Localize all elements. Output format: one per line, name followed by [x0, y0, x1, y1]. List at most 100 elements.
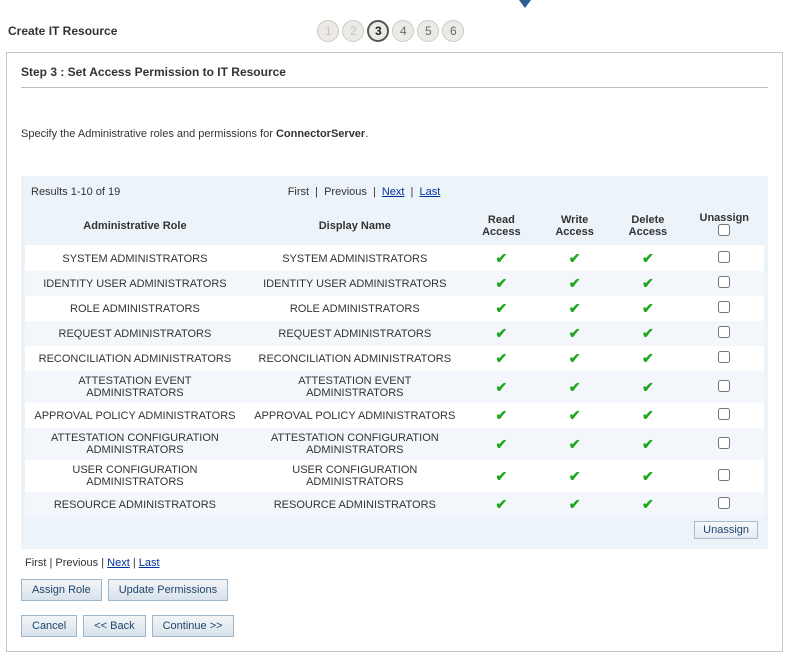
table-row: RECONCILIATION ADMINISTRATORSRECONCILIAT… [25, 346, 764, 371]
check-icon: ✔ [495, 250, 507, 266]
unassign-checkbox[interactable] [718, 437, 730, 449]
cancel-button[interactable]: Cancel [21, 615, 77, 637]
page-title: Create IT Resource [8, 24, 117, 38]
check-icon: ✔ [642, 496, 654, 512]
check-icon: ✔ [642, 275, 654, 291]
cell-write: ✔ [538, 321, 611, 346]
results-count: Results 1-10 of 19 [31, 186, 120, 198]
cell-read: ✔ [465, 460, 538, 492]
check-icon: ✔ [495, 468, 507, 484]
cell-delete: ✔ [611, 346, 684, 371]
step-6[interactable]: 6 [442, 20, 464, 42]
cell-role: IDENTITY USER ADMINISTRATORS [25, 271, 245, 296]
continue-button[interactable]: Continue >> [152, 615, 234, 637]
pager-next[interactable]: Next [382, 186, 405, 198]
unassign-checkbox[interactable] [718, 251, 730, 263]
cell-display: ATTESTATION CONFIGURATION ADMINISTRATORS [245, 428, 465, 460]
cell-read: ✔ [465, 346, 538, 371]
header: Create IT Resource 123456 [0, 10, 789, 46]
cell-unassign [685, 492, 764, 517]
footer-unassign-cell: Unassign [685, 517, 764, 543]
back-button[interactable]: << Back [83, 615, 145, 637]
cell-delete: ✔ [611, 271, 684, 296]
check-icon: ✔ [642, 250, 654, 266]
check-icon: ✔ [642, 325, 654, 341]
unassign-button[interactable]: Unassign [694, 521, 758, 539]
cell-write: ✔ [538, 246, 611, 272]
cell-read: ✔ [465, 296, 538, 321]
cell-unassign [685, 346, 764, 371]
check-icon: ✔ [569, 325, 581, 341]
cell-unassign [685, 296, 764, 321]
cell-write: ✔ [538, 271, 611, 296]
cell-display: RESOURCE ADMINISTRATORS [245, 492, 465, 517]
cell-unassign [685, 428, 764, 460]
instruction-text: Specify the Administrative roles and per… [21, 128, 768, 140]
cell-role: ROLE ADMINISTRATORS [25, 296, 245, 321]
pager-bottom-next[interactable]: Next [107, 557, 130, 569]
unassign-checkbox[interactable] [718, 351, 730, 363]
unassign-checkbox[interactable] [718, 469, 730, 481]
cell-delete: ✔ [611, 428, 684, 460]
step-2[interactable]: 2 [342, 20, 364, 42]
step-1[interactable]: 1 [317, 20, 339, 42]
table-row: ATTESTATION EVENT ADMINISTRATORSATTESTAT… [25, 371, 764, 403]
unassign-checkbox[interactable] [718, 408, 730, 420]
table-row: APPROVAL POLICY ADMINISTRATORSAPPROVAL P… [25, 403, 764, 428]
cell-delete: ✔ [611, 403, 684, 428]
unassign-all-checkbox[interactable] [718, 224, 730, 236]
check-icon: ✔ [569, 250, 581, 266]
check-icon: ✔ [642, 436, 654, 452]
cell-role: RESOURCE ADMINISTRATORS [25, 492, 245, 517]
cell-unassign [685, 246, 764, 272]
cell-read: ✔ [465, 492, 538, 517]
pager-top: First | Previous | Next | Last [288, 186, 441, 198]
stepper: 123456 [317, 20, 464, 42]
step-3[interactable]: 3 [367, 20, 389, 42]
check-icon: ✔ [495, 407, 507, 423]
cell-read: ✔ [465, 428, 538, 460]
unassign-checkbox[interactable] [718, 380, 730, 392]
unassign-checkbox[interactable] [718, 301, 730, 313]
pager-last[interactable]: Last [419, 186, 440, 198]
unassign-checkbox[interactable] [718, 276, 730, 288]
step-4[interactable]: 4 [392, 20, 414, 42]
check-icon: ✔ [569, 350, 581, 366]
instruction-suffix: . [365, 128, 368, 140]
check-icon: ✔ [495, 275, 507, 291]
col-write: Write Access [538, 206, 611, 246]
check-icon: ✔ [569, 379, 581, 395]
check-icon: ✔ [495, 496, 507, 512]
cell-read: ✔ [465, 403, 538, 428]
cell-read: ✔ [465, 371, 538, 403]
table-row: SYSTEM ADMINISTRATORSSYSTEM ADMINISTRATO… [25, 246, 764, 272]
check-icon: ✔ [495, 379, 507, 395]
table-row: ATTESTATION CONFIGURATION ADMINISTRATORS… [25, 428, 764, 460]
unassign-checkbox[interactable] [718, 497, 730, 509]
cell-unassign [685, 321, 764, 346]
pager-bottom-last[interactable]: Last [139, 557, 160, 569]
col-read: Read Access [465, 206, 538, 246]
cell-delete: ✔ [611, 246, 684, 272]
update-permissions-button[interactable]: Update Permissions [108, 579, 228, 601]
unassign-checkbox[interactable] [718, 326, 730, 338]
check-icon: ✔ [569, 275, 581, 291]
cell-display: APPROVAL POLICY ADMINISTRATORS [245, 403, 465, 428]
cell-write: ✔ [538, 428, 611, 460]
cell-write: ✔ [538, 460, 611, 492]
table-row: RESOURCE ADMINISTRATORSRESOURCE ADMINIST… [25, 492, 764, 517]
check-icon: ✔ [642, 350, 654, 366]
check-icon: ✔ [642, 300, 654, 316]
table-footer-row: Unassign [25, 517, 764, 543]
check-icon: ✔ [569, 407, 581, 423]
pager-bottom-previous: Previous [55, 557, 98, 569]
cell-write: ✔ [538, 492, 611, 517]
pager-bottom-first: First [25, 557, 46, 569]
pager-previous: Previous [324, 186, 367, 198]
step-5[interactable]: 5 [417, 20, 439, 42]
cell-delete: ✔ [611, 371, 684, 403]
cell-display: USER CONFIGURATION ADMINISTRATORS [245, 460, 465, 492]
assign-role-button[interactable]: Assign Role [21, 579, 102, 601]
footer-spacer [245, 517, 465, 543]
check-icon: ✔ [495, 436, 507, 452]
